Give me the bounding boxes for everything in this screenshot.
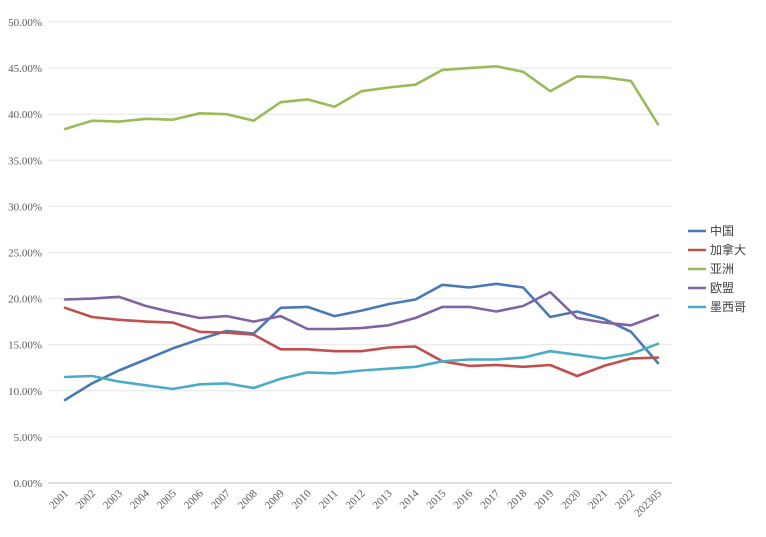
- y-tick-label: 10.00%: [8, 386, 42, 398]
- series-line: [63, 306, 660, 378]
- x-tick-label: 2002: [74, 488, 98, 512]
- y-tick-label: 20.00%: [8, 294, 42, 306]
- x-tick-label: 202305: [632, 487, 664, 519]
- x-tick-label: 2007: [209, 487, 233, 511]
- series-lines: [63, 65, 660, 402]
- x-tick-label: 2003: [101, 487, 125, 511]
- y-tick-label: 50.00%: [8, 17, 42, 29]
- x-tick-label: 2012: [344, 488, 368, 512]
- x-tick-label: 2001: [47, 488, 71, 512]
- x-tick-label: 2008: [236, 487, 260, 511]
- y-tick-label: 45.00%: [8, 63, 42, 75]
- y-tick-label: 25.00%: [8, 248, 42, 260]
- x-tick-label: 2015: [424, 487, 448, 511]
- x-axis: 2001 2002 2003 2004 2005 2006 2007 2008 2009 2010…: [47, 487, 664, 519]
- y-tick-label: 35.00%: [8, 155, 42, 167]
- series-line: [63, 290, 660, 331]
- y-tick-label: 15.00%: [8, 340, 42, 352]
- x-tick-label: 2005: [155, 487, 179, 511]
- x-tick-label: 2022: [613, 488, 637, 512]
- series-line: [63, 342, 660, 391]
- legend-label: 中国: [710, 223, 734, 238]
- y-tick-label: 30.00%: [8, 201, 42, 213]
- y-tick-label: 0.00%: [14, 478, 42, 490]
- x-tick-label: 2020: [559, 487, 583, 511]
- x-tick-label: 2010: [290, 487, 314, 511]
- legend-label: 亚洲: [710, 262, 734, 276]
- series-line: [63, 65, 660, 131]
- x-tick-label: 2021: [586, 488, 610, 512]
- x-tick-label: 2013: [371, 487, 395, 511]
- x-tick-label: 2014: [397, 487, 421, 511]
- gridlines: [48, 21, 672, 484]
- y-tick-label: 5.00%: [14, 432, 42, 444]
- legend-label: 加拿大: [710, 242, 746, 257]
- x-tick-label: 2004: [128, 487, 152, 511]
- y-axis: 0.00% 5.00% 10.00% 15.00% 20.00% 25.00% 30.00%…: [8, 17, 42, 490]
- x-tick-label: 2009: [263, 487, 287, 511]
- legend-label: 墨西哥: [710, 300, 746, 314]
- legend-label: 欧盟: [710, 281, 734, 295]
- x-tick-label: 2016: [451, 487, 475, 511]
- x-tick-label: 2019: [532, 487, 556, 511]
- x-tick-label: 2018: [505, 487, 529, 511]
- x-tick-label: 2017: [478, 487, 502, 511]
- x-tick-label: 2011: [317, 488, 341, 512]
- y-tick-label: 40.00%: [8, 109, 42, 121]
- x-tick-label: 2006: [182, 487, 206, 511]
- series-line: [63, 282, 660, 402]
